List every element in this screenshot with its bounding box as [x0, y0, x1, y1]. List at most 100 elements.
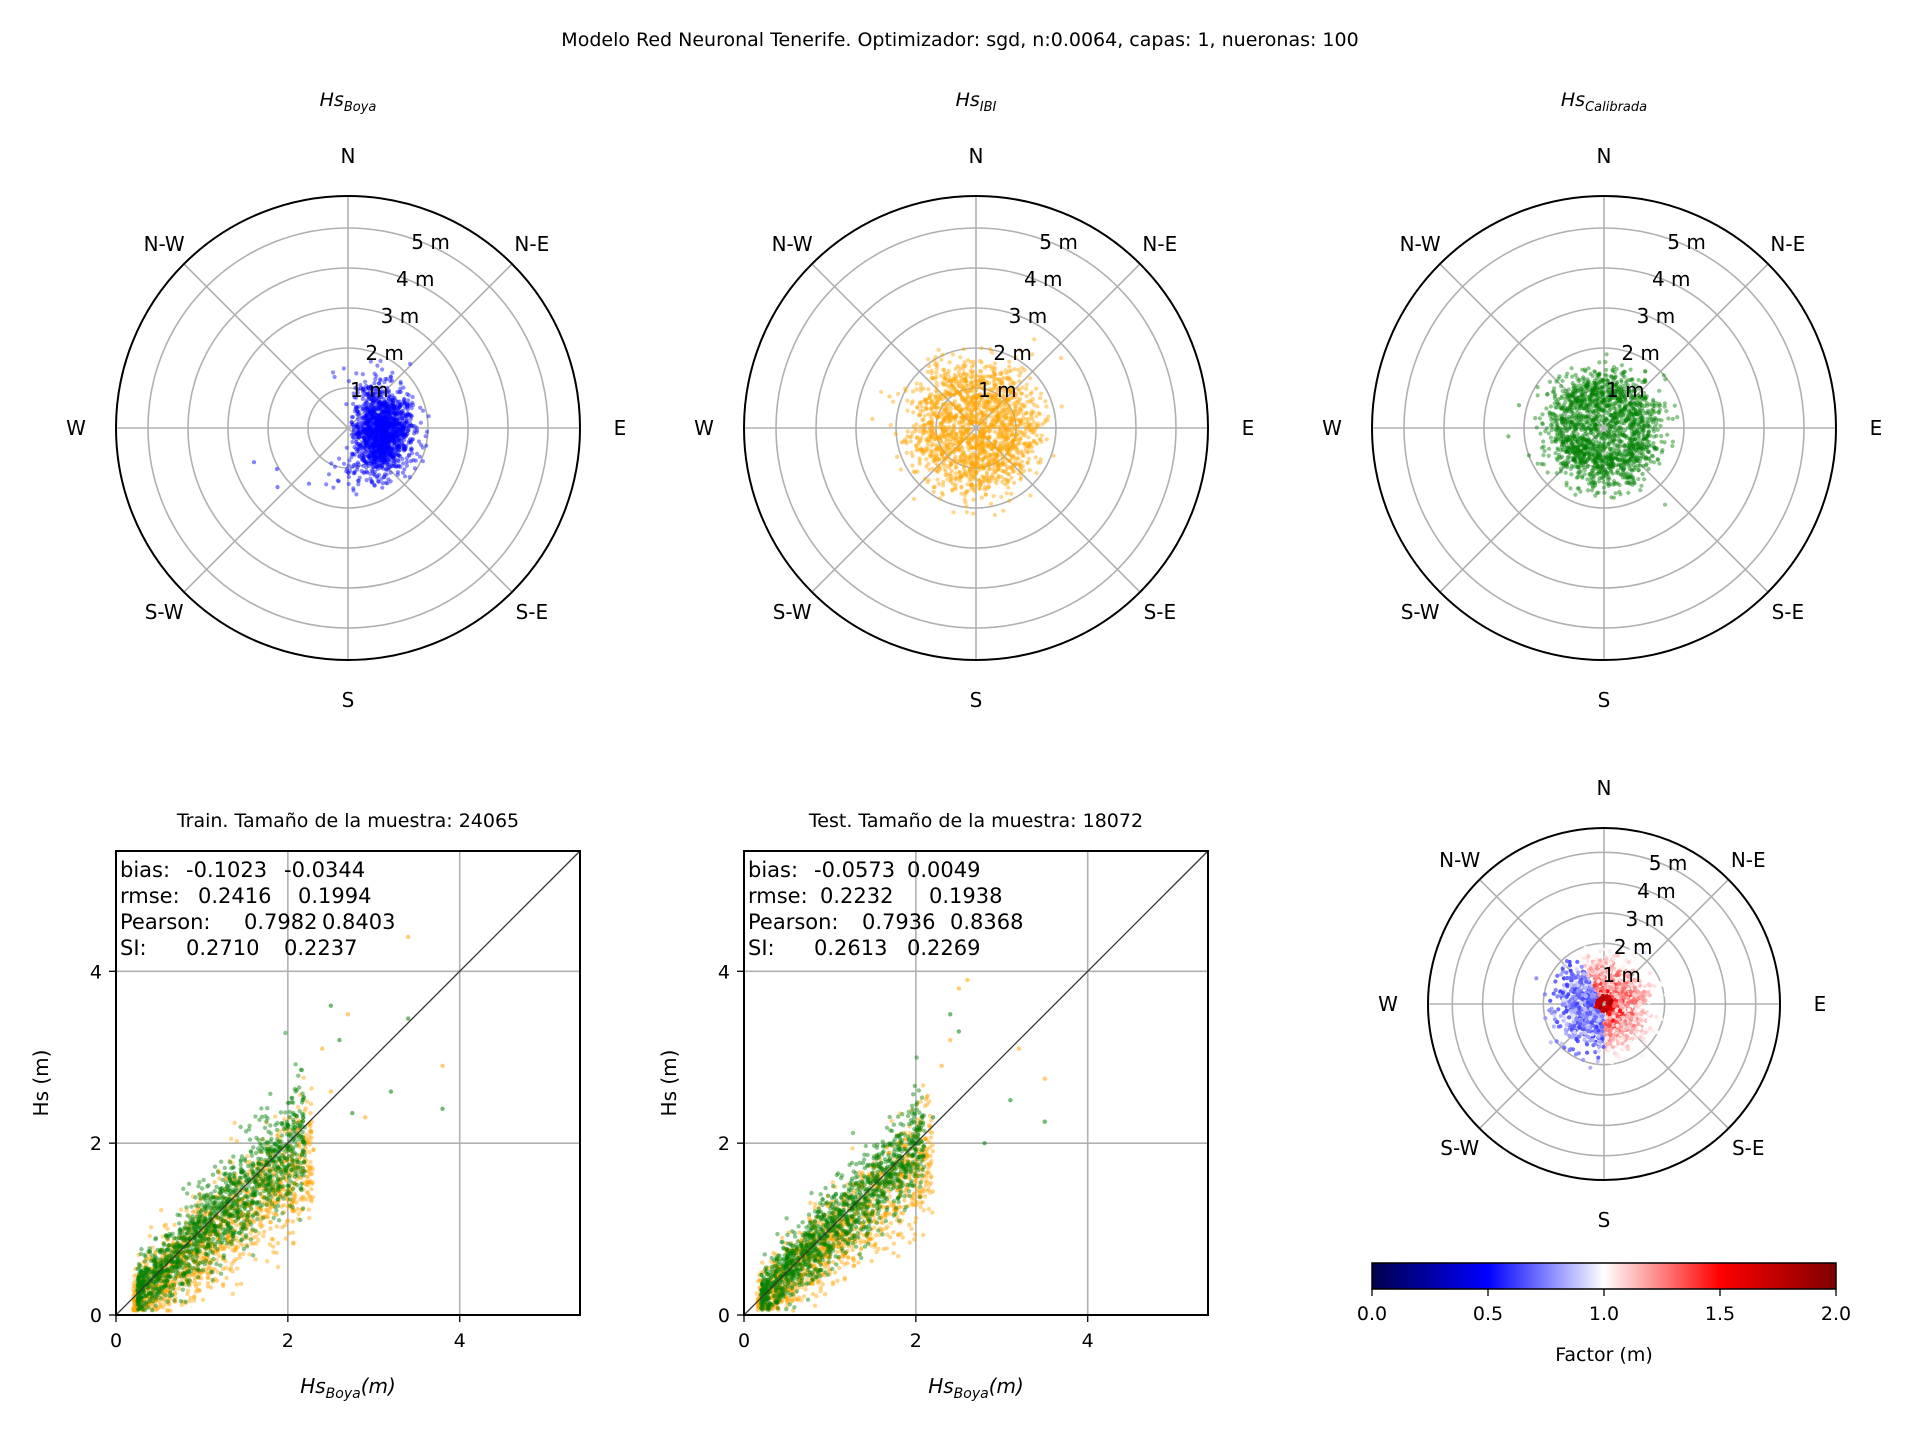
data-point — [959, 491, 964, 496]
data-point — [394, 445, 399, 450]
data-point — [355, 460, 360, 465]
data-point — [967, 408, 972, 413]
data-point — [379, 433, 385, 438]
data-point — [383, 419, 388, 424]
data-point — [402, 434, 407, 440]
data-point — [361, 470, 366, 475]
data-point — [393, 419, 398, 425]
data-point — [384, 422, 389, 427]
data-point — [359, 434, 364, 439]
data-point — [984, 417, 989, 422]
data-point — [1553, 392, 1558, 397]
data-point — [378, 415, 383, 420]
data-point — [363, 420, 368, 425]
data-point — [1576, 396, 1581, 401]
data-point — [390, 370, 395, 375]
polar-ring — [307, 387, 389, 469]
data-point — [1670, 443, 1675, 449]
data-point — [351, 488, 356, 493]
data-point — [1024, 386, 1029, 391]
data-point — [369, 425, 374, 430]
data-point — [383, 423, 388, 428]
data-point — [376, 463, 381, 468]
data-point — [1612, 481, 1617, 486]
data-point — [944, 411, 949, 416]
data-point — [383, 424, 388, 429]
data-point — [1618, 427, 1624, 432]
data-point — [369, 448, 374, 453]
data-point — [909, 401, 914, 406]
data-point — [384, 402, 389, 408]
data-point — [385, 441, 391, 447]
data-point — [975, 439, 980, 444]
data-point — [354, 467, 360, 472]
data-point — [1622, 369, 1628, 374]
data-point — [388, 457, 393, 462]
data-point — [387, 424, 392, 429]
data-point — [1553, 439, 1558, 444]
data-point — [401, 385, 406, 390]
title-base: Hs — [320, 89, 344, 111]
data-point — [996, 461, 1001, 466]
data-point — [904, 441, 909, 446]
data-point — [1038, 457, 1043, 462]
data-point — [367, 444, 372, 449]
data-point — [368, 471, 373, 476]
data-point — [1567, 393, 1572, 398]
data-point — [995, 431, 1000, 436]
data-point — [380, 367, 385, 372]
data-point — [1643, 369, 1648, 374]
data-point — [405, 401, 410, 406]
data-point — [384, 419, 389, 425]
data-point-outlier — [911, 469, 916, 474]
data-point — [946, 424, 952, 429]
data-point — [366, 463, 372, 468]
data-point — [977, 358, 983, 363]
data-point — [368, 459, 373, 464]
data-point — [380, 409, 386, 414]
data-point — [1018, 475, 1024, 480]
data-point — [390, 447, 395, 452]
data-point — [392, 409, 397, 414]
data-point — [953, 366, 958, 371]
data-point — [951, 435, 956, 440]
data-point — [387, 440, 392, 445]
data-point — [367, 449, 372, 455]
data-point — [349, 432, 354, 437]
data-point — [1621, 413, 1626, 418]
data-point — [373, 434, 378, 439]
data-point — [401, 427, 406, 432]
data-point — [412, 466, 417, 471]
data-point — [376, 404, 381, 409]
data-point — [1656, 410, 1662, 415]
data-point — [976, 412, 981, 417]
data-point — [1600, 435, 1605, 440]
data-point — [1615, 443, 1620, 448]
data-point — [1587, 409, 1593, 414]
data-point — [1604, 367, 1609, 372]
data-point — [375, 438, 381, 443]
data-point — [344, 402, 349, 407]
data-point — [380, 460, 385, 465]
data-point — [383, 480, 388, 485]
direction-label: N-E — [514, 232, 549, 256]
data-point — [1609, 495, 1614, 500]
data-point — [1031, 430, 1037, 435]
data-point — [1018, 436, 1024, 441]
data-point — [1590, 401, 1595, 406]
data-point — [414, 430, 419, 435]
data-point — [399, 423, 405, 428]
title-subscript: Boya — [344, 100, 377, 115]
data-point — [402, 444, 407, 449]
data-point — [1597, 423, 1602, 428]
data-point — [375, 398, 380, 403]
data-point — [1610, 471, 1615, 476]
polar-points — [1506, 352, 1680, 507]
data-point — [414, 451, 420, 456]
data-point — [349, 415, 354, 420]
data-point — [371, 395, 376, 400]
data-point — [381, 428, 386, 434]
data-point — [1579, 438, 1585, 443]
data-point — [926, 387, 931, 392]
polar-points — [870, 337, 1064, 518]
